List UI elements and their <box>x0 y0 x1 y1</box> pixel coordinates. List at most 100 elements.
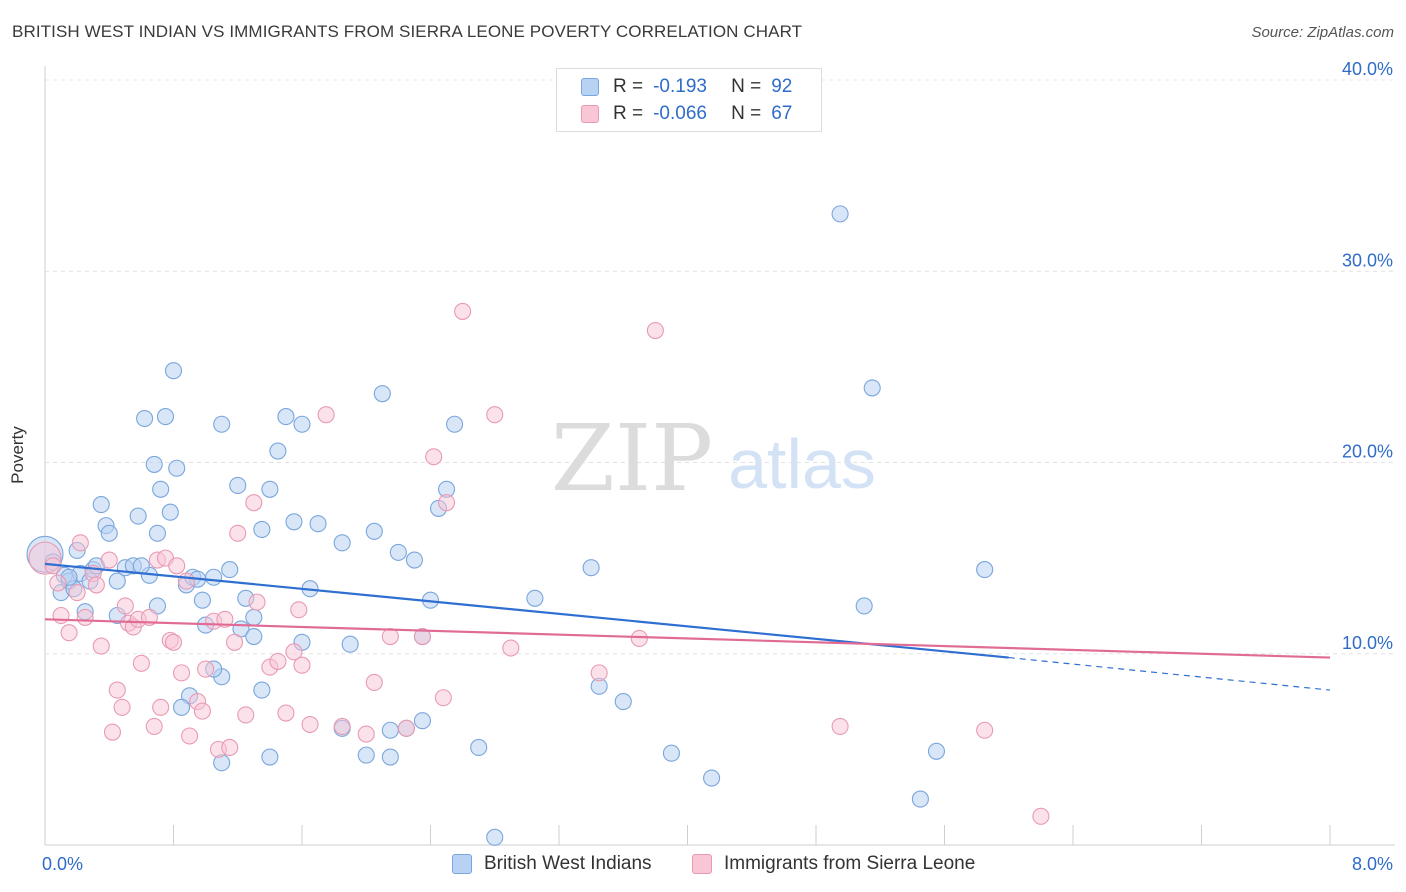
data-point <box>152 698 170 716</box>
data-point <box>290 601 308 619</box>
legend-item-sierra-leone[interactable]: Immigrants from Sierra Leone <box>692 852 975 876</box>
data-point <box>172 698 191 716</box>
data-point <box>92 637 110 655</box>
y-tick-label: 10.0% <box>1342 633 1393 653</box>
data-point <box>630 629 648 648</box>
data-point <box>831 205 849 223</box>
blue-swatch <box>452 854 472 874</box>
data-point <box>582 559 600 577</box>
data-point <box>381 748 399 766</box>
watermark-atlas: atlas <box>728 425 876 503</box>
data-point <box>132 557 150 575</box>
axes <box>44 66 1395 846</box>
pink-swatch <box>692 854 712 874</box>
x-tick-label: 0.0% <box>42 854 83 874</box>
r-label: R = <box>613 76 644 97</box>
data-point <box>172 664 191 682</box>
data-point <box>446 415 464 433</box>
data-point <box>145 717 163 735</box>
data-point <box>277 408 295 426</box>
x-tick-label: 8.0% <box>1352 854 1393 874</box>
data-point <box>662 744 680 762</box>
data-point <box>132 654 150 672</box>
source-label: Source: ZipAtlas.com <box>1251 24 1394 41</box>
series-british-west-indians <box>26 205 994 846</box>
data-point <box>168 459 186 477</box>
data-point <box>156 408 175 426</box>
tick-labels: 10.0% 20.0% 30.0% 40.0% 0.0% 8.0% <box>42 59 1393 874</box>
r-value: -0.193 <box>653 76 707 97</box>
data-point <box>438 494 456 512</box>
data-point <box>164 362 183 380</box>
data-point <box>317 406 335 424</box>
data-point <box>164 633 183 651</box>
data-point <box>927 742 946 760</box>
data-point <box>293 415 311 433</box>
data-point <box>301 715 319 734</box>
data-point <box>152 480 170 498</box>
data-point <box>245 608 263 626</box>
data-point <box>389 543 407 561</box>
data-point <box>177 572 195 590</box>
data-point <box>703 769 721 787</box>
data-point <box>293 656 311 674</box>
legend-row-blue: R = -0.193 N = 92 <box>581 75 792 99</box>
data-point <box>261 748 279 766</box>
data-point <box>129 507 147 525</box>
data-point <box>237 706 255 724</box>
data-point <box>148 524 166 542</box>
data-point <box>646 321 664 340</box>
watermark-zip: ZIP <box>551 405 713 512</box>
y-tick-label: 20.0% <box>1342 442 1393 462</box>
trend-line-blue-extension <box>1008 656 1331 691</box>
data-point <box>333 717 351 735</box>
data-point <box>413 627 432 646</box>
data-point <box>333 534 351 552</box>
data-point <box>285 643 303 661</box>
data-point <box>116 597 134 615</box>
data-point <box>193 702 211 720</box>
data-point <box>71 534 89 552</box>
data-point <box>855 597 873 615</box>
data-point <box>269 652 287 670</box>
data-point <box>248 593 266 611</box>
data-point <box>205 568 223 586</box>
data-point <box>911 790 929 808</box>
series-sierra-leone <box>28 302 1050 825</box>
data-point <box>113 698 131 716</box>
data-point <box>100 524 118 542</box>
data-point <box>225 633 244 651</box>
r-label: R = <box>613 103 644 124</box>
data-point <box>60 624 78 642</box>
data-point <box>357 725 375 743</box>
data-point <box>49 574 67 592</box>
data-point <box>136 409 154 428</box>
data-point <box>145 455 163 473</box>
trend-line-pink <box>44 618 1331 659</box>
data-point <box>397 719 415 737</box>
data-point <box>590 664 608 682</box>
data-point <box>168 557 186 575</box>
data-point <box>373 385 391 403</box>
data-point <box>221 561 239 579</box>
data-point <box>526 589 544 607</box>
data-point <box>365 673 383 691</box>
pink-swatch <box>581 105 599 123</box>
data-point <box>213 415 231 433</box>
data-point <box>216 610 234 628</box>
data-point <box>193 591 211 609</box>
data-point <box>341 635 359 653</box>
legend-item-british-west-indians[interactable]: British West Indians <box>452 852 652 876</box>
data-point <box>425 448 443 466</box>
data-point <box>470 738 488 757</box>
data-point <box>454 302 472 320</box>
blue-swatch <box>581 78 599 96</box>
data-point <box>1032 807 1050 825</box>
data-point <box>100 551 118 569</box>
data-point <box>108 681 126 699</box>
data-point <box>229 476 247 495</box>
data-point <box>976 721 994 739</box>
data-point <box>245 494 263 512</box>
legend-label: British West Indians <box>484 853 652 874</box>
